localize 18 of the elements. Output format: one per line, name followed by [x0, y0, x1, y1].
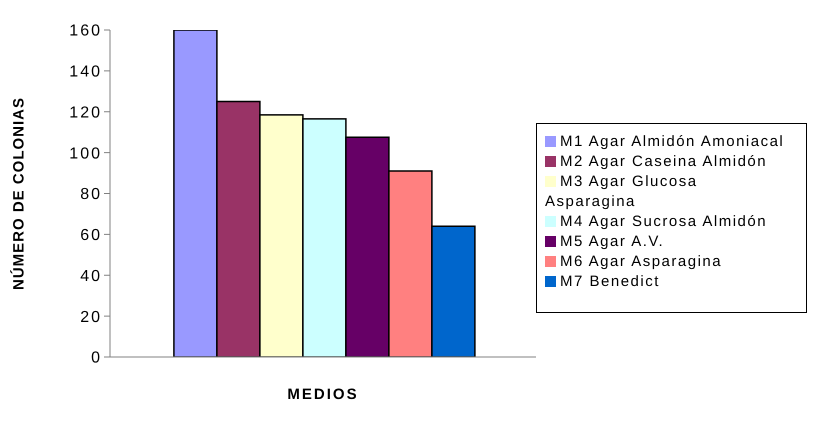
y-tick-label: 140: [69, 64, 102, 81]
y-tick-label: 0: [91, 350, 102, 367]
y-axis-title: NÚMERO DE COLONIAS: [9, 96, 28, 290]
legend-label: M3 Agar Glucosa Asparagina: [545, 172, 698, 210]
legend-label: M4 Agar Sucrosa Almidón: [560, 212, 768, 230]
y-tick-label: 40: [80, 268, 102, 285]
x-axis-title: MEDIOS: [287, 386, 359, 403]
legend-label: M5 Agar A.V.: [560, 232, 664, 250]
legend-label: M1 Agar Almidón Amoniacal: [560, 132, 784, 150]
y-tick-label: 100: [69, 145, 102, 162]
y-tick-label: 120: [69, 104, 102, 122]
legend-label: M6 Agar Asparagina: [560, 252, 722, 270]
y-tick-label: 80: [80, 186, 102, 204]
y-tick-label: 20: [80, 308, 102, 326]
legend-label: M2 Agar Caseina Almidón: [560, 152, 768, 170]
legend-label: M7 Benedict: [560, 272, 660, 290]
y-tick-label: 160: [69, 22, 102, 40]
y-tick-label: 60: [80, 227, 102, 244]
